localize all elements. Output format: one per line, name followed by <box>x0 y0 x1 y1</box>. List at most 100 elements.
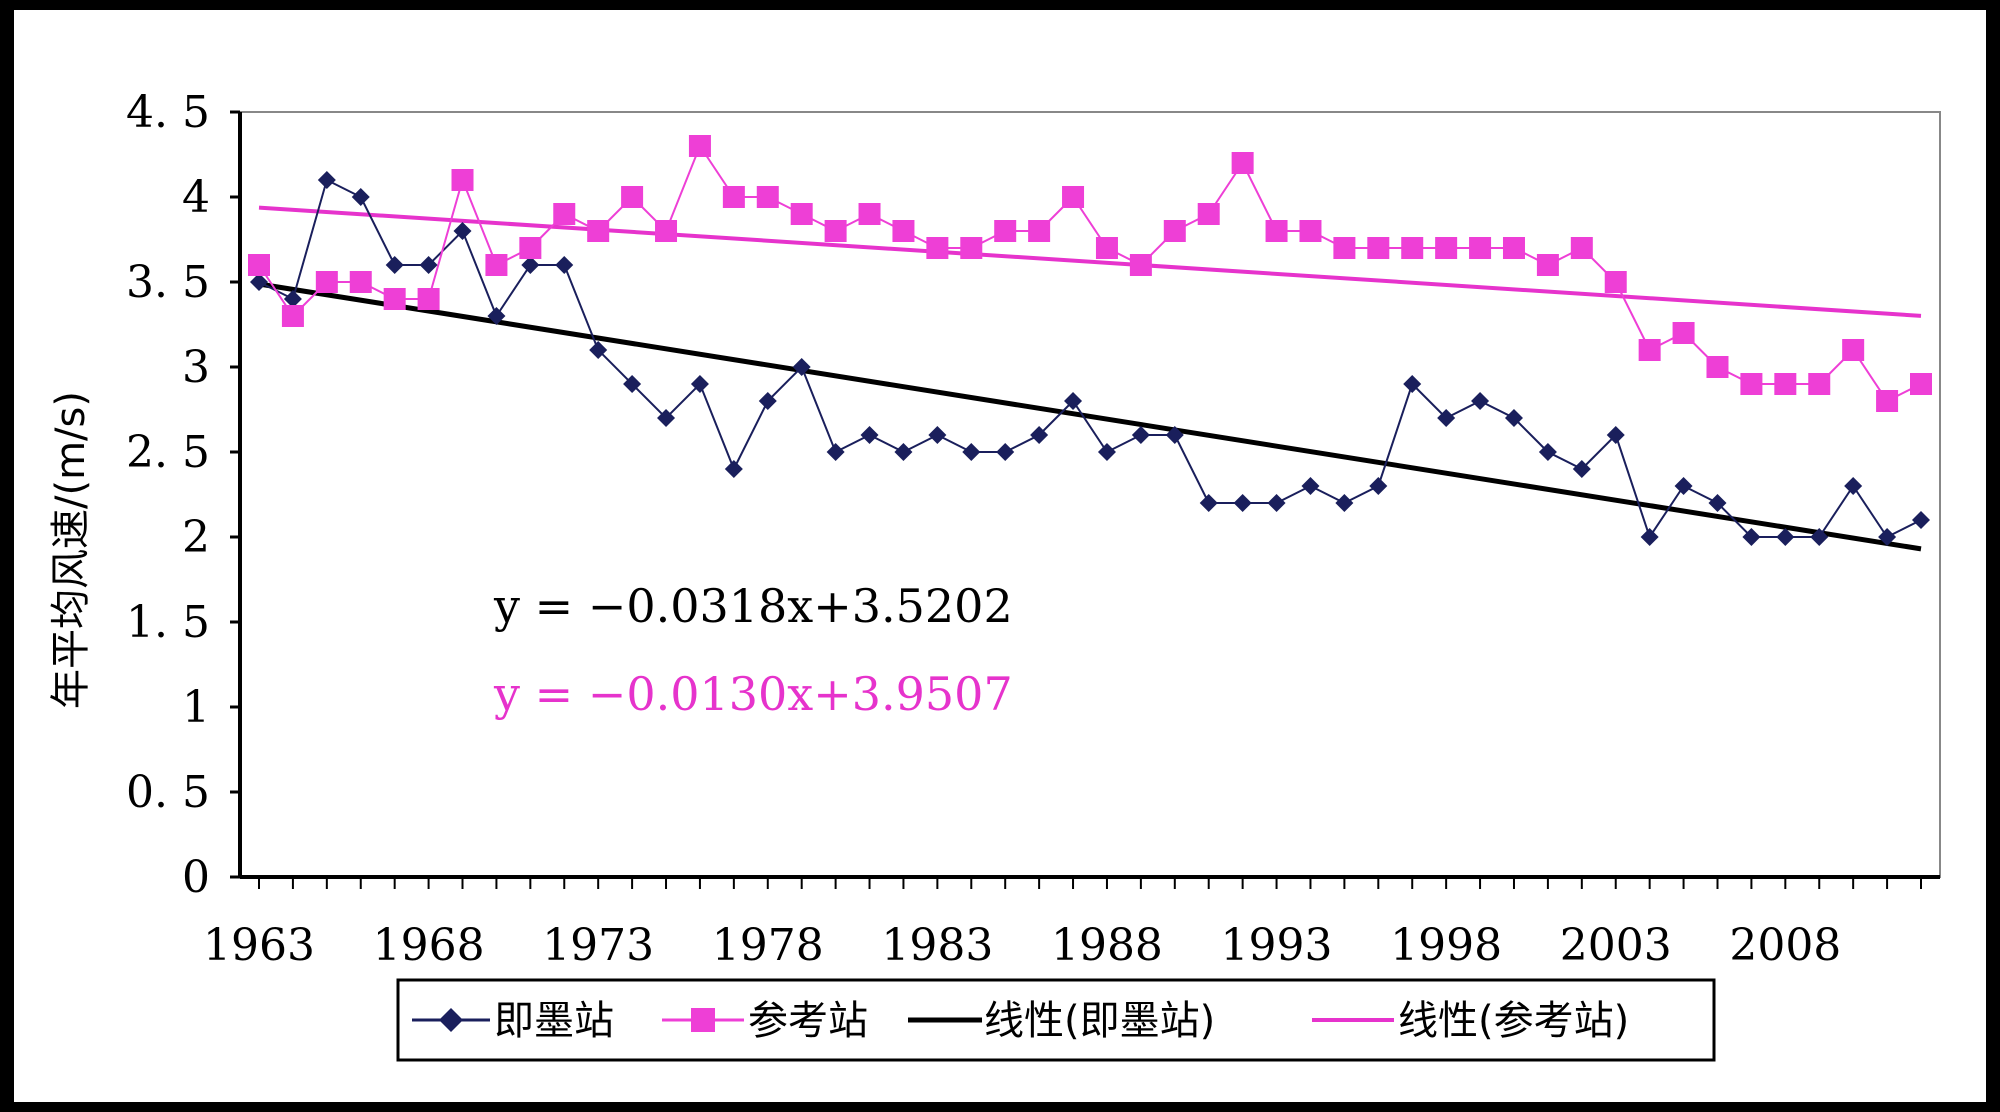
data-point-reference <box>1502 237 1525 259</box>
data-point-jimo <box>487 307 506 325</box>
data-point-jimo <box>1335 494 1354 512</box>
data-point-jimo <box>1844 477 1863 495</box>
x-tick-label: 1998 <box>1390 920 1502 971</box>
data-point-jimo <box>1640 528 1659 546</box>
x-tick-label: 1973 <box>542 920 654 971</box>
data-point-jimo <box>623 375 642 393</box>
data-point-jimo <box>1878 528 1897 546</box>
data-point-jimo <box>826 443 845 461</box>
y-tick-label: 4. 5 <box>126 87 210 138</box>
data-point-jimo <box>1776 528 1795 546</box>
y-tick-label: 1. 5 <box>126 597 210 648</box>
legend-box <box>396 978 1716 1062</box>
data-point-jimo <box>1369 477 1388 495</box>
x-tick-label: 1968 <box>373 920 485 971</box>
legend-label-jimo: 即墨站 <box>494 998 614 1044</box>
data-point-reference <box>1910 373 1932 395</box>
data-point-reference <box>994 220 1017 242</box>
data-point-jimo <box>860 426 879 444</box>
data-point-reference <box>553 203 576 225</box>
data-point-reference <box>960 237 983 259</box>
data-point-reference <box>1469 237 1492 259</box>
data-point-reference <box>519 237 542 259</box>
data-point-jimo <box>1403 375 1422 393</box>
data-point-reference <box>417 288 440 310</box>
data-point-jimo <box>1030 426 1049 444</box>
data-point-reference <box>722 186 745 208</box>
data-point-reference <box>1367 237 1390 259</box>
data-point-jimo <box>996 443 1015 461</box>
data-point-reference <box>926 237 949 259</box>
data-point-jimo <box>1572 460 1591 478</box>
data-point-jimo <box>1097 443 1116 461</box>
y-tick-label: 2 <box>182 512 210 563</box>
data-point-reference <box>1435 237 1458 259</box>
data-point-jimo <box>1912 511 1930 529</box>
data-point-reference <box>756 186 779 208</box>
data-point-reference <box>1570 237 1593 259</box>
data-point-reference <box>892 220 915 242</box>
y-tick-label: 3 <box>182 342 210 393</box>
data-point-jimo <box>1233 494 1252 512</box>
data-point-jimo <box>1131 426 1150 444</box>
legend-item-jimo: 即墨站 <box>412 998 614 1044</box>
data-point-jimo <box>521 256 540 274</box>
data-point-reference <box>1808 373 1831 395</box>
y-tick-label: 0 <box>182 852 210 903</box>
data-point-jimo <box>928 426 947 444</box>
data-point-jimo <box>453 222 472 240</box>
chart: 00. 511. 522. 533. 544. 5 1963 1968 1973 19… <box>48 87 1941 1062</box>
data-point-reference <box>1163 220 1186 242</box>
data-point-reference <box>1876 390 1899 412</box>
data-point-reference <box>1231 152 1254 174</box>
x-tick-label: 1963 <box>203 920 315 971</box>
equation-jimo: y = −0.0318x+3.5202 <box>493 579 1013 633</box>
series <box>248 135 1932 546</box>
trendline-jimo <box>258 281 1922 552</box>
data-point-reference <box>1197 203 1220 225</box>
trendlines <box>258 205 1922 552</box>
data-point-jimo <box>1538 443 1557 461</box>
legend-label-trend-jimo: 线性(即墨站) <box>984 998 1215 1044</box>
data-point-jimo <box>894 443 913 461</box>
data-point-reference <box>1028 220 1051 242</box>
diamond-marker-icon <box>439 1008 463 1032</box>
data-point-jimo <box>1708 494 1727 512</box>
data-point-reference <box>1333 237 1356 259</box>
y-tick-label: 0. 5 <box>126 767 210 818</box>
equation-reference: y = −0.0130x+3.9507 <box>493 667 1013 721</box>
data-point-reference <box>1638 339 1661 361</box>
data-point-jimo <box>589 341 608 359</box>
data-point-reference <box>383 288 406 310</box>
data-point-jimo <box>317 171 336 189</box>
data-point-reference <box>1129 254 1152 276</box>
y-axis-label: 年平均风速/(m/s) <box>48 391 94 709</box>
data-point-reference <box>1706 356 1729 378</box>
y-tick-label: 3. 5 <box>126 257 210 308</box>
legend: 即墨站 参考站 线性(即墨站) 线性(参考站) <box>396 978 1716 1062</box>
data-point-reference <box>621 186 644 208</box>
x-tick-label: 1978 <box>712 920 824 971</box>
data-point-jimo <box>1471 392 1490 410</box>
legend-item-trend-jimo: 线性(即墨站) <box>908 998 1215 1044</box>
data-point-jimo <box>1810 528 1829 546</box>
legend-label-reference: 参考站 <box>748 998 868 1044</box>
data-point-reference <box>248 254 270 276</box>
trendline-reference <box>258 205 1922 318</box>
data-point-reference <box>688 135 711 157</box>
data-point-reference <box>349 271 372 293</box>
data-point-jimo <box>555 256 574 274</box>
x-tick-label: 1993 <box>1221 920 1333 971</box>
data-point-jimo <box>690 375 709 393</box>
data-point-jimo <box>1165 426 1184 444</box>
data-point-jimo <box>1606 426 1625 444</box>
data-point-jimo <box>724 460 743 478</box>
data-point-reference <box>858 203 881 225</box>
data-point-reference <box>790 203 813 225</box>
x-tick-label: 1988 <box>1051 920 1163 971</box>
x-tick-label: 2003 <box>1560 920 1672 971</box>
data-point-reference <box>315 271 338 293</box>
data-point-jimo <box>1674 477 1693 495</box>
data-point-jimo <box>351 188 370 206</box>
data-point-reference <box>1774 373 1797 395</box>
